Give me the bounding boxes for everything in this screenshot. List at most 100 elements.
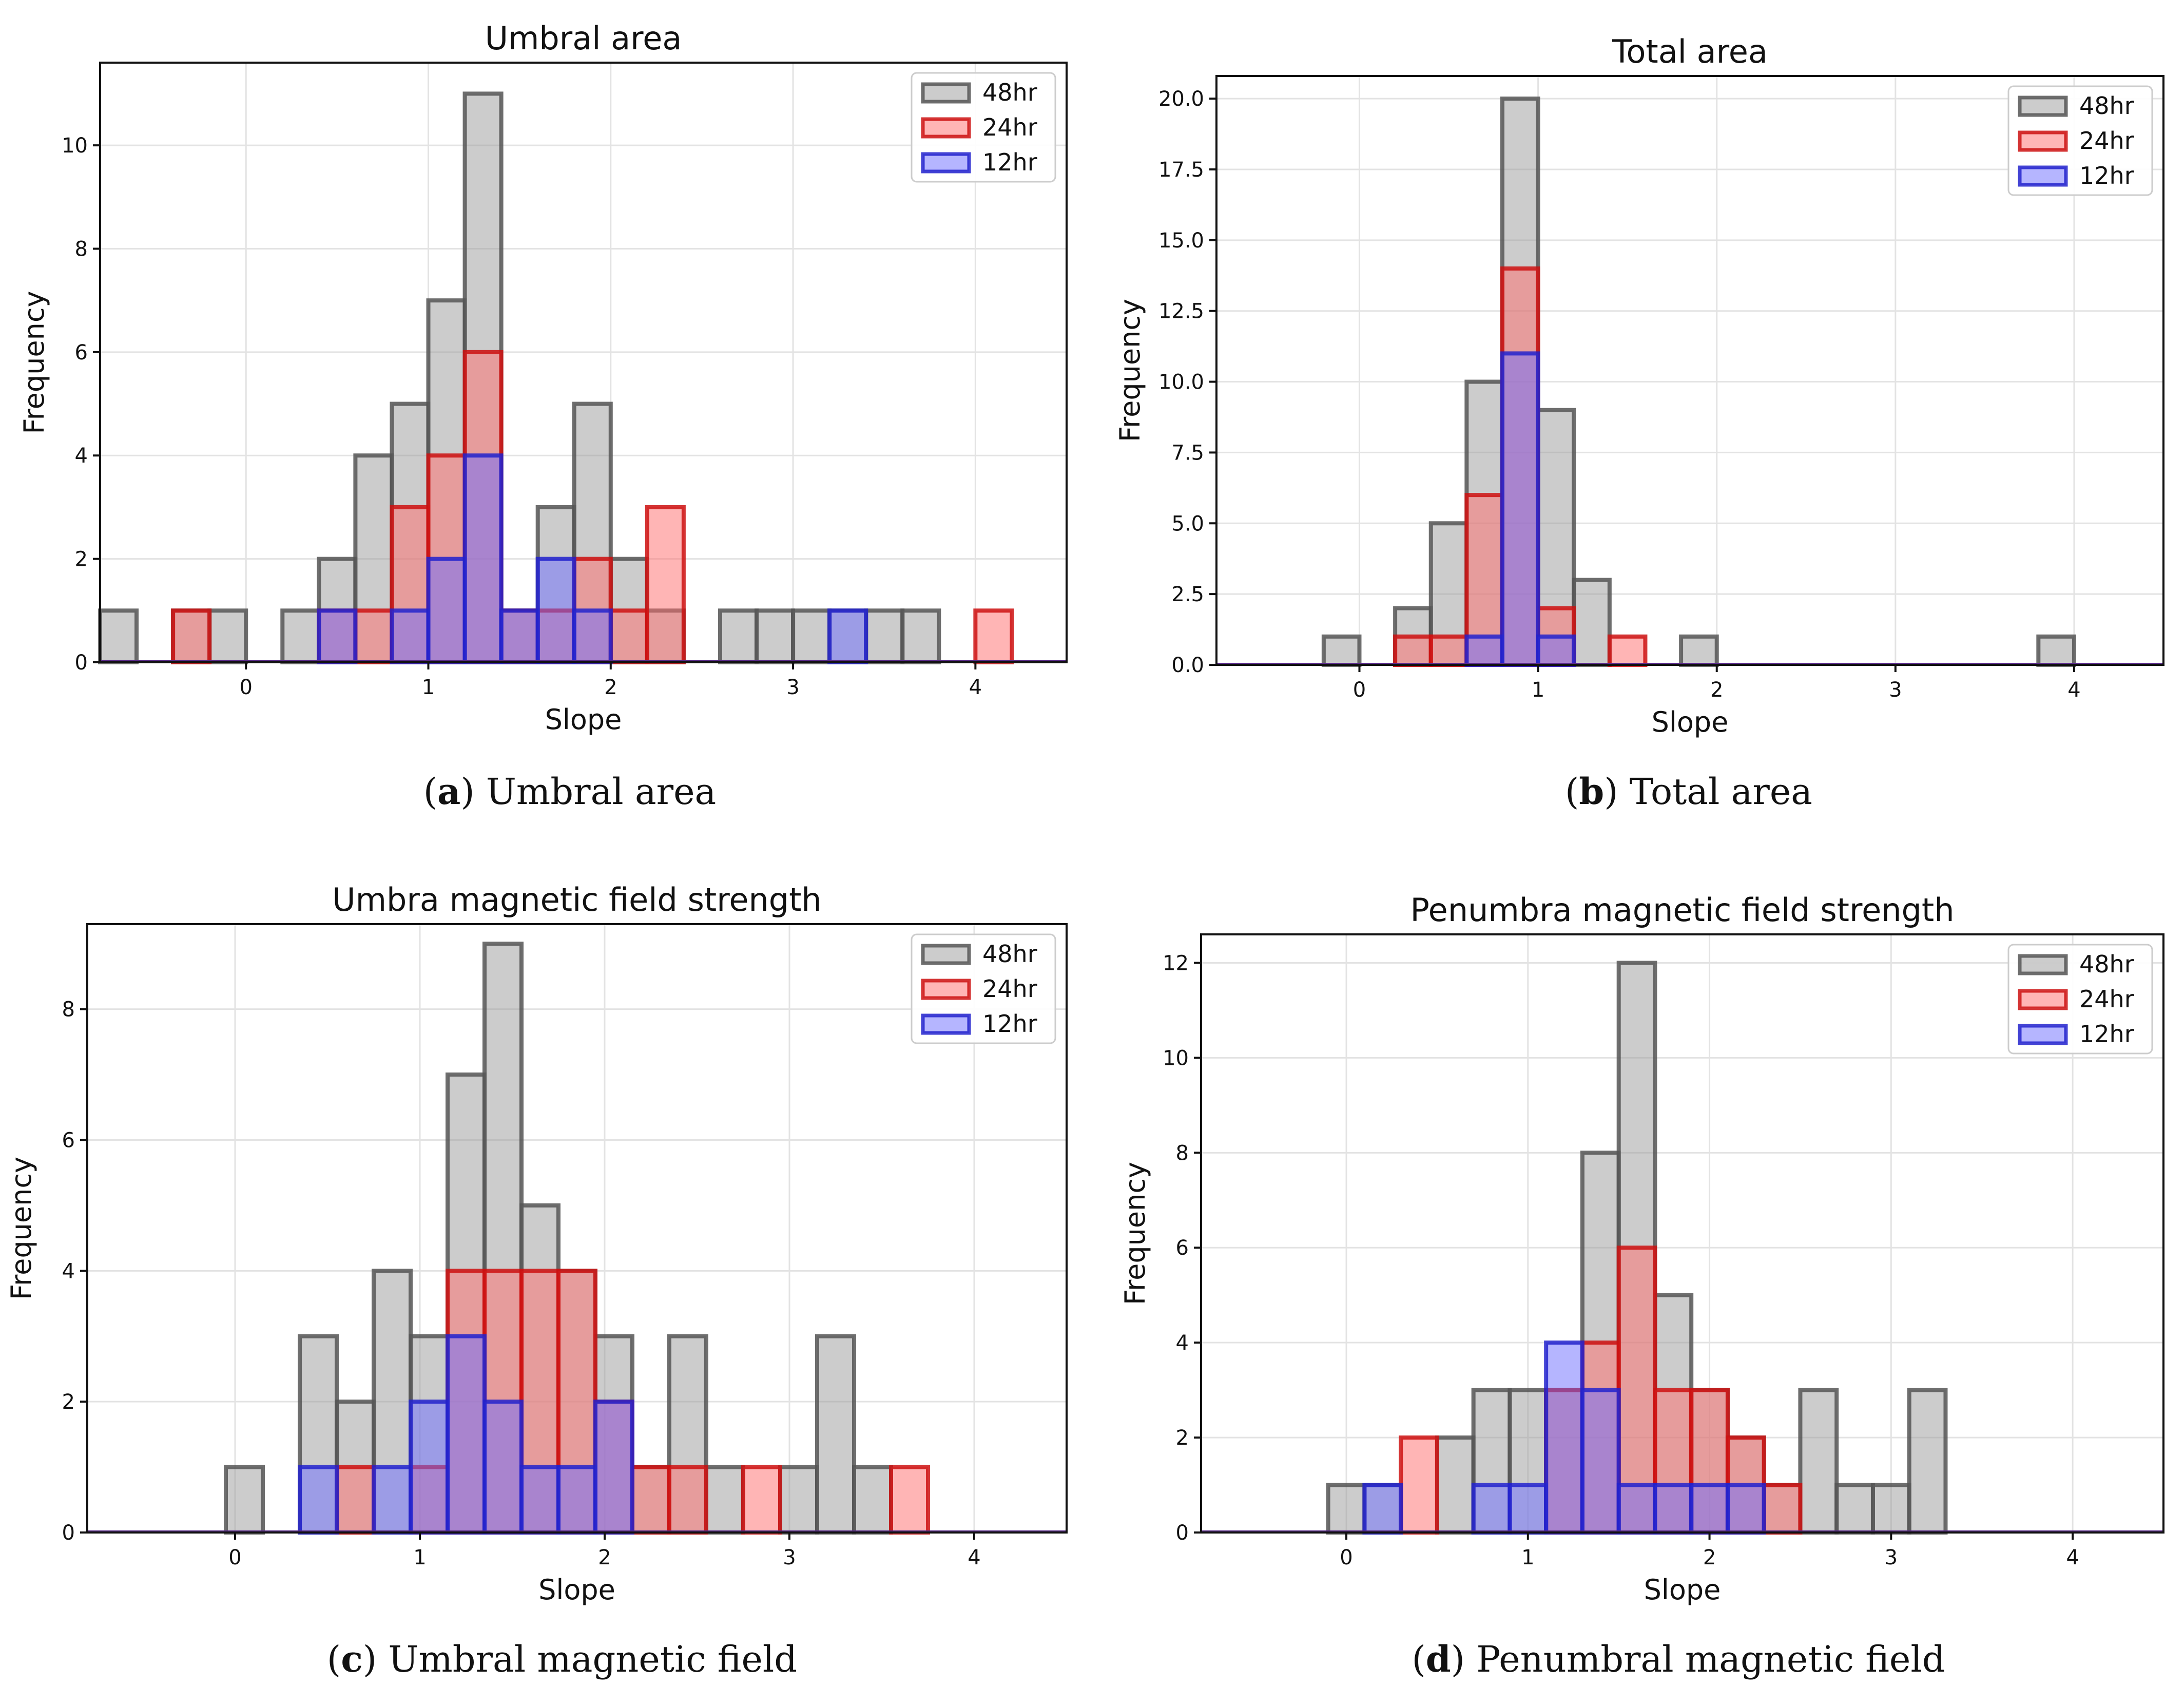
y-tick-label: 4 — [62, 1259, 75, 1283]
y-tick-label: 20.0 — [1158, 87, 1204, 111]
y-tick-label: 0 — [1176, 1521, 1189, 1545]
bar-48hr — [98, 608, 139, 664]
y-axis-label: Frequency — [5, 1157, 37, 1300]
x-tick-label: 0 — [228, 1546, 241, 1569]
y-axis-label: Frequency — [1114, 299, 1146, 442]
axes-frame — [1215, 75, 2164, 666]
legend-label-12hr: 12hr — [982, 148, 1037, 176]
x-tick-label: 4 — [969, 676, 982, 699]
y-tick-label: 6 — [1176, 1236, 1189, 1260]
bar-48hr — [1798, 1388, 1839, 1535]
bar-24hr — [1607, 634, 1648, 667]
y-tick-label: 6 — [75, 341, 88, 365]
bar-48hr — [755, 608, 796, 664]
x-tick-label: 1 — [1521, 1546, 1534, 1569]
chart-title: Umbra magnetic field strength — [332, 881, 821, 918]
x-axis-label: Slope — [1644, 1574, 1721, 1606]
y-tick-label: 10.0 — [1158, 371, 1204, 394]
bar-12hr — [499, 608, 540, 664]
bar-48hr — [864, 608, 905, 664]
y-tick-label: 7.5 — [1171, 441, 1204, 465]
bar-48hr — [900, 608, 941, 664]
legend-swatch-24hr — [2018, 989, 2068, 1010]
legend-label-48hr: 48hr — [982, 940, 1037, 968]
chart-title: Umbral area — [485, 20, 682, 57]
legend-swatch-24hr — [921, 117, 971, 139]
legend-swatch-48hr — [921, 944, 971, 965]
x-tick-label: 2 — [1710, 678, 1723, 702]
axes-frame — [86, 923, 1068, 1534]
y-tick-label: 12 — [1163, 951, 1189, 975]
legend-label-24hr: 24hr — [2079, 985, 2134, 1013]
bar-12hr — [482, 1400, 524, 1535]
legend-label-48hr: 48hr — [2079, 950, 2134, 978]
bar-12hr — [556, 1465, 597, 1535]
legend-label-12hr: 12hr — [2079, 1020, 2134, 1048]
bar-48hr — [778, 1465, 819, 1535]
x-tick-label: 4 — [2066, 1546, 2079, 1569]
x-tick-label: 1 — [413, 1546, 426, 1569]
y-tick-label: 2 — [62, 1390, 75, 1414]
x-tick-label: 2 — [1703, 1546, 1716, 1569]
caption-b: (b) Total area — [1564, 770, 1813, 813]
bar-12hr — [519, 1465, 561, 1535]
bar-12hr — [1653, 1483, 1694, 1535]
legend-swatch-12hr — [2018, 165, 2068, 187]
legend-label-12hr: 12hr — [982, 1010, 1037, 1038]
bar-12hr — [372, 1465, 413, 1535]
bar-48hr — [704, 1465, 745, 1535]
y-tick-label: 8 — [75, 237, 88, 261]
legend-swatch-48hr — [2018, 954, 2068, 975]
y-tick-label: 4 — [75, 444, 88, 468]
bar-12hr — [1500, 351, 1540, 667]
bar-48hr — [207, 608, 248, 664]
y-tick-label: 12.5 — [1158, 300, 1204, 323]
legend-label-48hr: 48hr — [982, 79, 1037, 106]
x-tick-label: 3 — [786, 676, 799, 699]
bar-24hr — [1428, 634, 1469, 667]
bar-24hr — [645, 505, 686, 664]
bar-12hr — [426, 557, 467, 665]
bar-48hr — [1834, 1483, 1875, 1535]
x-tick-label: 3 — [1885, 1546, 1898, 1569]
x-axis-label: Slope — [545, 703, 622, 736]
legend-swatch-24hr — [921, 979, 971, 1000]
x-tick-label: 0 — [1353, 678, 1366, 702]
bar-24hr — [1393, 634, 1433, 667]
panel-umbra-magnetic-field: 0 1 2 3 4 0 2 4 6 8 Umbra magnetic field strength S… — [5, 881, 1068, 1606]
bar-24hr — [335, 1465, 376, 1535]
legend-label-24hr: 24hr — [2079, 127, 2134, 155]
bar-12hr — [1544, 1340, 1584, 1535]
chart-title: Penumbra magnetic field strength — [1410, 891, 1955, 929]
bar-24hr — [1399, 1435, 1439, 1535]
bar-12hr — [1471, 1483, 1512, 1535]
bar-12hr — [1580, 1388, 1621, 1535]
x-tick-label: 1 — [422, 676, 435, 699]
panel-umbral-area: 0 1 2 3 4 0 2 4 6 8 10 Umbral area Slope Frequency 48h… — [18, 20, 1068, 736]
y-tick-label: 15.0 — [1158, 229, 1204, 253]
chart-title: Total area — [1612, 33, 1768, 70]
bar-48hr — [280, 608, 321, 664]
x-tick-label: 2 — [598, 1546, 611, 1569]
y-tick-label: 4 — [1176, 1331, 1189, 1355]
bar-12hr — [593, 1400, 634, 1535]
bar-12hr — [1536, 634, 1576, 667]
bar-48hr — [1326, 1483, 1367, 1535]
panel-total-area: 0 1 2 3 4 0.0 2.5 5.0 7.5 10.0 12.5 15.0 17.5 20.0 Tot… — [1114, 33, 2164, 738]
bar-48hr — [1435, 1435, 1476, 1535]
y-tick-label: 0.0 — [1171, 654, 1204, 677]
y-tick-label: 2 — [1176, 1426, 1189, 1450]
bar-48hr — [1572, 578, 1612, 667]
y-tick-label: 2 — [75, 548, 88, 571]
caption-c: (c) Umbral magnetic field — [326, 1638, 798, 1680]
bar-24hr — [741, 1465, 782, 1535]
legend-swatch-12hr — [921, 152, 971, 174]
bar-12hr — [317, 608, 358, 664]
y-tick-label: 0 — [62, 1521, 75, 1545]
legend-swatch-12hr — [921, 1013, 971, 1035]
bar-12hr — [1362, 1483, 1403, 1535]
x-tick-label: 0 — [239, 676, 252, 699]
bar-24hr — [667, 1465, 708, 1535]
bar-12hr — [390, 608, 431, 664]
